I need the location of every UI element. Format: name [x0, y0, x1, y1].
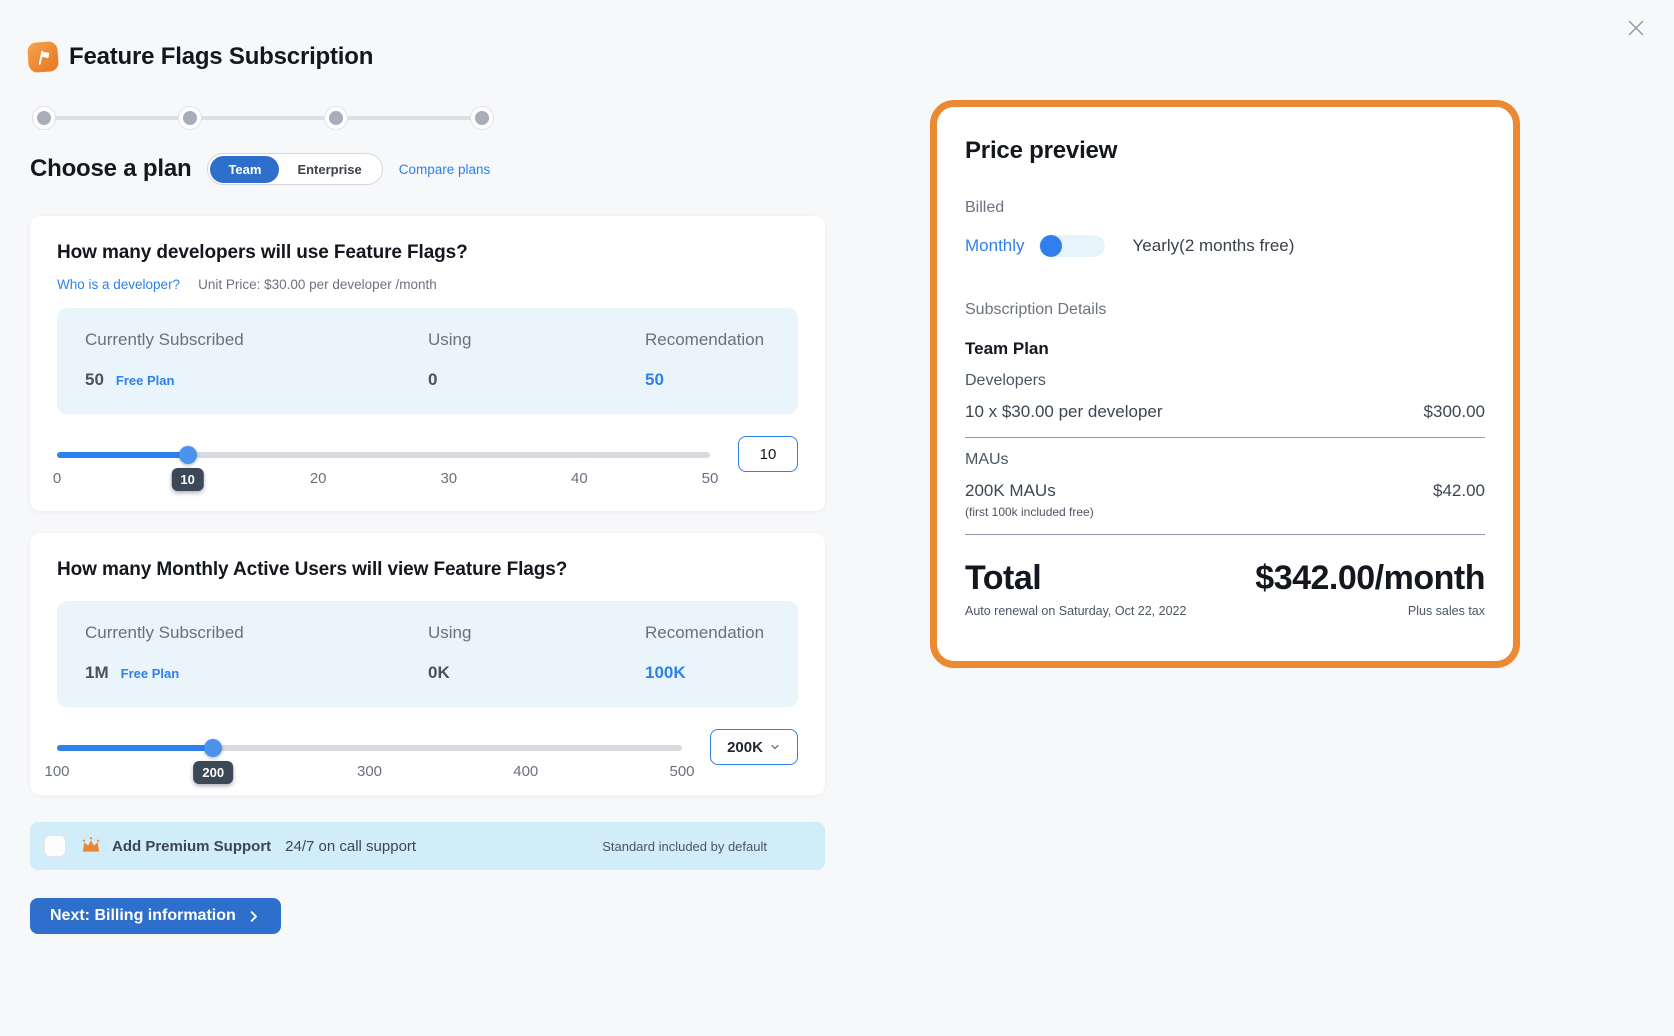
price-preview-title: Price preview: [965, 137, 1118, 164]
page-title: Feature Flags Subscription: [69, 43, 374, 70]
developers-line-item: 10 x $30.00 per developer $300.00: [965, 402, 1485, 422]
maus-included-note: (first 100k included free): [965, 505, 1094, 519]
free-plan-badge: Free Plan: [120, 666, 180, 681]
slider-value-badge: 10: [171, 468, 204, 491]
billed-label: Billed: [965, 199, 1005, 216]
enterprise-tab[interactable]: Enterprise: [297, 161, 362, 177]
next-billing-button[interactable]: Next: Billing information: [30, 898, 281, 934]
auto-renewal-text: Auto renewal on Saturday, Oct 22, 2022: [965, 604, 1187, 618]
developers-usage-table: Currently Subscribed Using Recomendation…: [57, 308, 798, 414]
stepper-line: [42, 116, 484, 120]
app-header: Feature Flags Subscription: [26, 40, 374, 74]
slider-tick-label: 0: [52, 470, 62, 487]
maus-card: How many Monthly Active Users will view …: [30, 533, 825, 795]
premium-support-checkbox[interactable]: [44, 835, 66, 857]
maus-slider: 100 200 300 400 500: [44, 731, 695, 795]
developers-section-label: Developers: [965, 372, 1046, 389]
stepper-step-2[interactable]: [178, 106, 202, 130]
developers-slider: 0 10 20 30 40 50: [53, 438, 718, 502]
divider: [965, 534, 1485, 535]
current-value: 50: [85, 370, 104, 389]
billing-monthly-option[interactable]: Monthly: [965, 236, 1025, 255]
slider-tick-label: 500: [669, 763, 695, 780]
maus-count-dropdown[interactable]: 200K: [710, 729, 798, 765]
maus-line-amount: $42.00: [1433, 481, 1485, 500]
who-is-developer-link[interactable]: Who is a developer?: [57, 277, 181, 292]
maus-usage-table: Currently Subscribed Using Recomendation…: [57, 601, 798, 707]
total-row: Total $342.00/month: [965, 559, 1485, 598]
free-plan-badge: Free Plan: [115, 373, 175, 388]
col-using: Using: [428, 330, 472, 349]
crown-icon: [80, 835, 102, 857]
developers-line-amount: $300.00: [1423, 402, 1485, 421]
using-cell: 0K: [428, 663, 450, 682]
compare-plans-link[interactable]: Compare plans: [398, 161, 491, 177]
developers-line-desc: 10 x $30.00 per developer: [965, 402, 1163, 421]
maus-line-item: 200K MAUs $42.00: [965, 481, 1485, 501]
plan-chooser-row: Choose a plan Team Enterprise Compare pl…: [30, 153, 490, 185]
total-label: Total: [965, 559, 1042, 597]
premium-support-subtitle: 24/7 on call support: [285, 837, 417, 855]
premium-support-bar: Add Premium Support 24/7 on call support…: [30, 822, 825, 870]
slider-tick-label: 40: [571, 470, 588, 487]
toggle-knob: [1039, 235, 1062, 257]
slider-tick-label: 30: [440, 470, 458, 487]
recommendation-cell: 50: [645, 370, 664, 389]
stepper-step-1[interactable]: [32, 106, 56, 130]
currently-subscribed-cell: 1M Free Plan: [85, 663, 428, 683]
col-currently-subscribed: Currently Subscribed: [85, 623, 244, 642]
recommendation-cell: 100K: [645, 663, 686, 682]
choose-plan-heading: Choose a plan: [30, 155, 192, 182]
premium-support-note: Standard included by default: [602, 838, 767, 854]
col-currently-subscribed: Currently Subscribed: [85, 330, 244, 349]
price-preview-panel: Price preview Billed Monthly Yearly(2 mo…: [930, 100, 1520, 668]
premium-support-title: Add Premium Support: [112, 837, 272, 855]
unit-price-text: Unit Price: $30.00 per developer /month: [198, 277, 437, 292]
maus-slider-handle[interactable]: [204, 739, 223, 757]
stepper-step-4[interactable]: [470, 106, 494, 130]
developers-question: How many developers will use Feature Fla…: [57, 242, 468, 263]
col-using: Using: [428, 623, 472, 642]
chevron-down-icon: [771, 744, 779, 750]
chevron-right-icon: [250, 910, 257, 922]
divider: [965, 437, 1485, 438]
developers-card: How many developers will use Feature Fla…: [30, 216, 825, 511]
slider-tick-label: 100: [44, 763, 70, 780]
next-billing-label: Next: Billing information: [50, 907, 236, 924]
subscription-details-label: Subscription Details: [965, 301, 1107, 318]
maus-line-desc: 200K MAUs: [965, 481, 1056, 500]
col-recommendation: Recomendation: [645, 330, 765, 349]
total-amount: $342.00/month: [1255, 559, 1485, 597]
billing-yearly-option[interactable]: Yearly(2 months free): [1132, 236, 1295, 255]
slider-tick-label: 400: [513, 763, 539, 780]
slider-tick-label: 50: [701, 470, 719, 487]
developers-slider-handle[interactable]: [178, 446, 197, 464]
progress-stepper: [32, 106, 494, 130]
current-value: 1M: [85, 663, 109, 682]
stepper-step-3[interactable]: [324, 106, 348, 130]
slider-value-badge: 200: [193, 761, 234, 784]
close-icon[interactable]: [1622, 14, 1650, 42]
plan-type-toggle: Team Enterprise: [207, 153, 383, 185]
slider-tick-label: 300: [356, 763, 383, 780]
total-sub-row: Auto renewal on Saturday, Oct 22, 2022 P…: [965, 604, 1485, 618]
dropdown-value: 200K: [727, 738, 763, 756]
feature-flags-logo-icon: [26, 40, 60, 74]
col-recommendation: Recomendation: [645, 623, 765, 642]
sales-tax-note: Plus sales tax: [1407, 604, 1485, 618]
team-tab[interactable]: Team: [210, 155, 280, 183]
maus-question: How many Monthly Active Users will view …: [57, 559, 568, 580]
plan-name: Team Plan: [965, 339, 1049, 358]
slider-tick-label: 20: [309, 470, 327, 487]
maus-section-label: MAUs: [965, 451, 1009, 468]
currently-subscribed-cell: 50 Free Plan: [85, 370, 428, 390]
billing-period-toggle[interactable]: [1038, 235, 1105, 257]
developers-slider-track[interactable]: [57, 446, 710, 464]
using-cell: 0: [428, 370, 438, 389]
maus-slider-track[interactable]: [57, 739, 682, 757]
developers-count-input[interactable]: [738, 436, 798, 472]
